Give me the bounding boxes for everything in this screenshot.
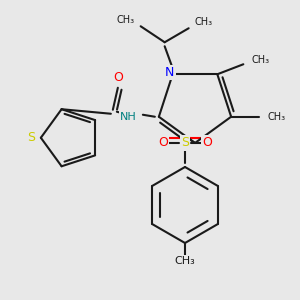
Text: S: S [181, 136, 189, 149]
Text: O: O [202, 136, 212, 149]
Text: N: N [165, 66, 174, 79]
Text: O: O [113, 71, 123, 84]
Text: S: S [27, 131, 35, 144]
Text: CH₃: CH₃ [267, 112, 285, 122]
Text: CH₃: CH₃ [251, 55, 269, 65]
Text: CH₃: CH₃ [116, 15, 135, 25]
Text: CH₃: CH₃ [175, 256, 195, 266]
Text: NH: NH [120, 112, 137, 122]
Text: CH₃: CH₃ [195, 17, 213, 27]
Text: O: O [158, 136, 168, 149]
